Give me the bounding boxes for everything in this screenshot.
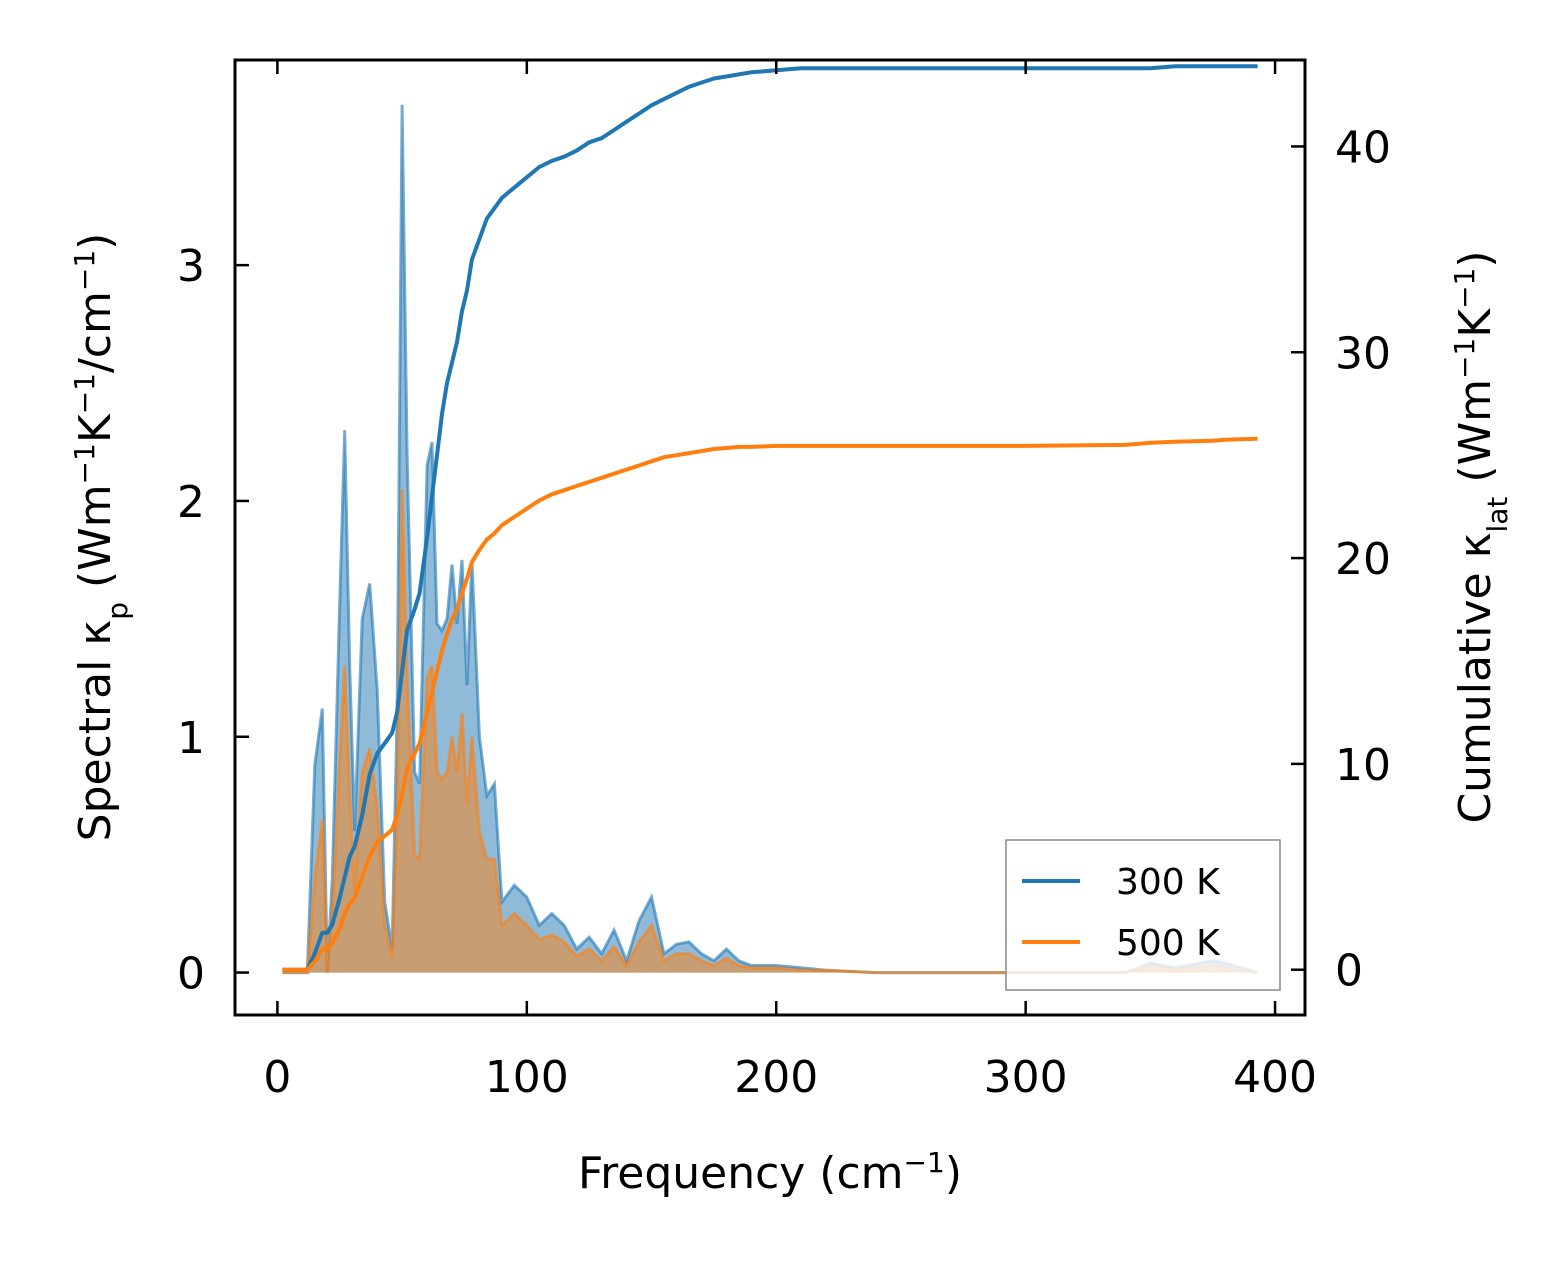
x-tick-label: 400 [1233, 1052, 1317, 1103]
y-tick-left-label: 3 [177, 241, 205, 292]
y-tick-right-label: 20 [1335, 534, 1391, 585]
plot-area [282, 64, 1259, 975]
y-axis-left-label: Spectral κp (Wm−1K−1/cm−1) [68, 233, 134, 842]
axes-frame [233, 58, 1307, 1017]
spectral-line-500k [282, 489, 1258, 975]
y-tick-right-label: 30 [1335, 328, 1391, 379]
legend: 300 K 500 K [1005, 839, 1281, 991]
cumulative-line-500k [282, 436, 1258, 972]
legend-label-300k: 300 K [1116, 862, 1221, 903]
x-tick-label: 200 [734, 1052, 818, 1103]
spectral-line-300k [282, 104, 1259, 975]
y-tick-left-label: 2 [177, 477, 205, 528]
y-tick-right-label: 40 [1335, 122, 1391, 173]
x-tick-label: 300 [984, 1052, 1068, 1103]
y-tick-right-label: 10 [1335, 740, 1391, 791]
y-tick-right-label: 0 [1335, 946, 1363, 997]
legend-label-500k: 500 K [1116, 923, 1221, 964]
x-tick-label: 100 [485, 1052, 569, 1103]
y-axis-right-label: Cumulative κlat (Wm−1K−1) [1448, 250, 1514, 823]
x-axis-label: Frequency (cm−1) [578, 1146, 962, 1200]
y-tick-left-label: 1 [177, 713, 205, 764]
x-tick-label: 0 [263, 1052, 291, 1103]
y-tick-left-label: 0 [177, 949, 205, 1000]
legend-box [1005, 839, 1281, 991]
spectral-area-500k [282, 489, 1258, 973]
cumulative-line-300k [282, 64, 1258, 972]
